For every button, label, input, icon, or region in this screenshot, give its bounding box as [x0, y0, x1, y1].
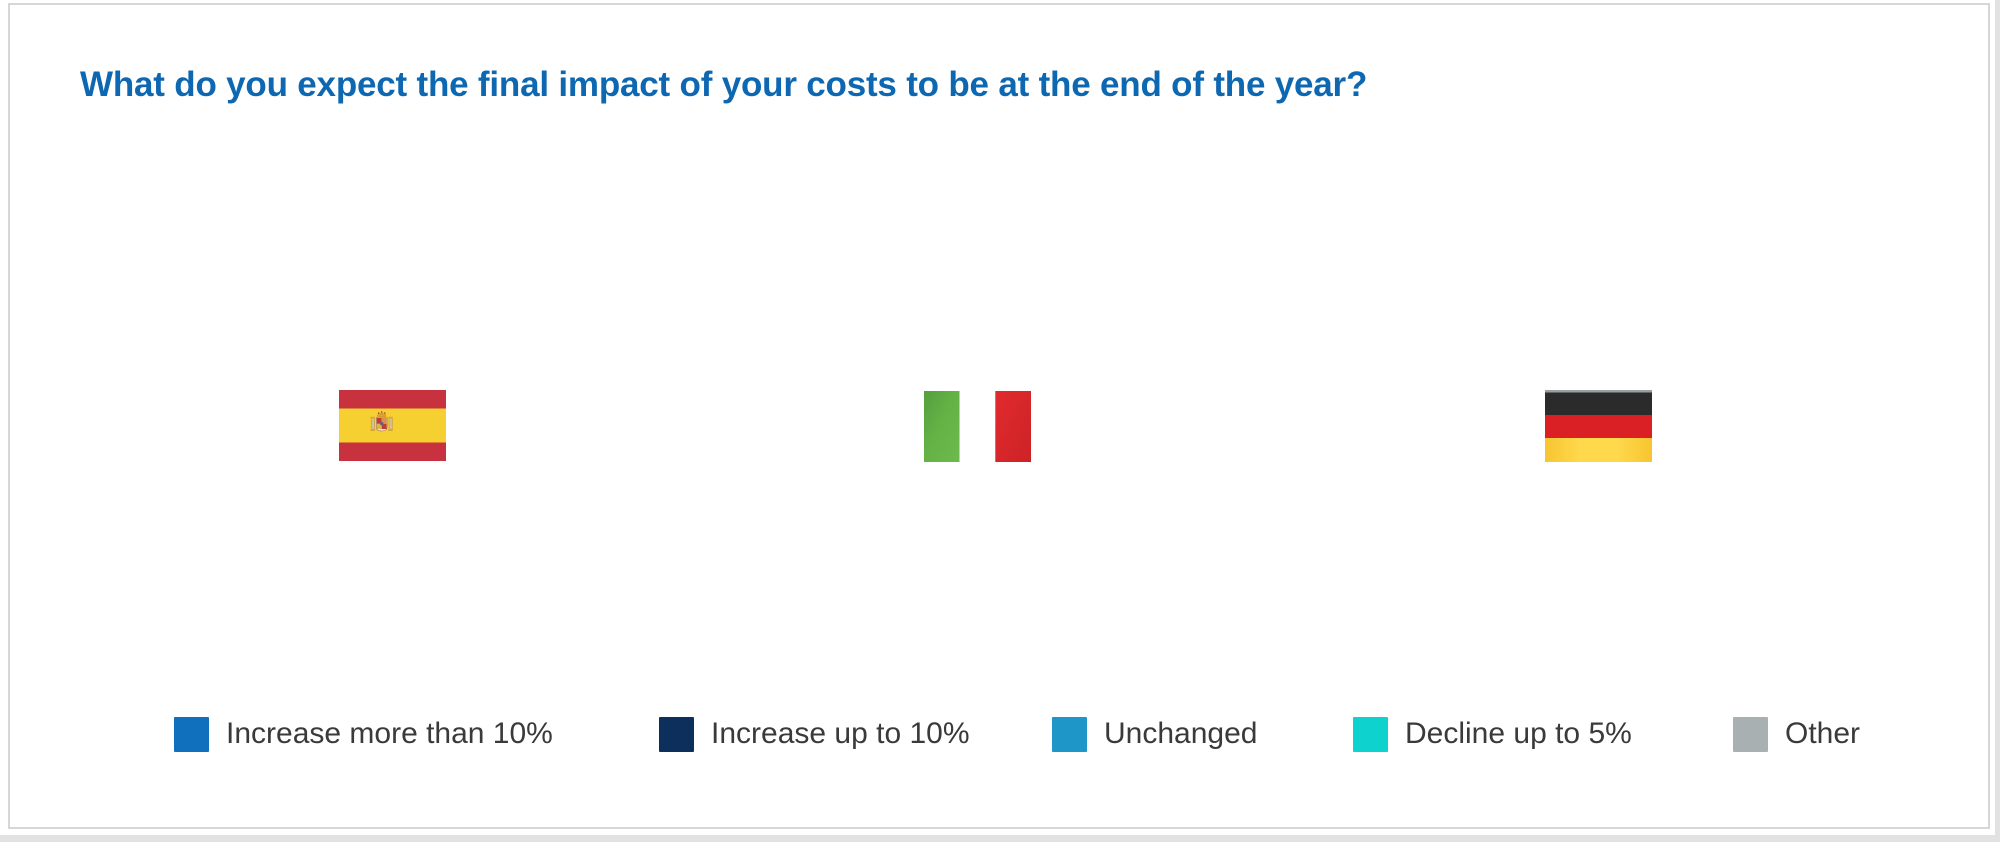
legend-item-decline-up-to-5[interactable]: Decline up to 5% [1353, 716, 1632, 752]
spain-flag-icon [339, 390, 446, 461]
legend-label: Increase more than 10% [226, 717, 553, 750]
chart-panel: What do you expect the final impact of y… [8, 3, 1990, 829]
legend-label: Increase up to 10% [711, 717, 970, 750]
legend-item-other[interactable]: Other [1733, 716, 1860, 752]
legend-swatch-icon [1052, 716, 1087, 752]
legend-swatch-icon [1733, 716, 1768, 752]
chart-title: What do you expect the final impact of y… [80, 65, 1368, 104]
germany-flag-icon [1545, 390, 1652, 462]
legend-label: Unchanged [1104, 717, 1258, 750]
legend-swatch-icon [1353, 716, 1388, 752]
legend-item-increase-more-than-10[interactable]: Increase more than 10% [174, 716, 553, 752]
legend-swatch-icon [659, 716, 694, 752]
legend-item-unchanged[interactable]: Unchanged [1052, 716, 1257, 752]
legend-label: Other [1785, 717, 1861, 750]
legend-swatch-icon [174, 716, 209, 752]
italy-flag-icon [924, 391, 1031, 462]
legend-label: Decline up to 5% [1405, 717, 1632, 750]
legend-item-increase-up-to-10[interactable]: Increase up to 10% [659, 716, 970, 752]
